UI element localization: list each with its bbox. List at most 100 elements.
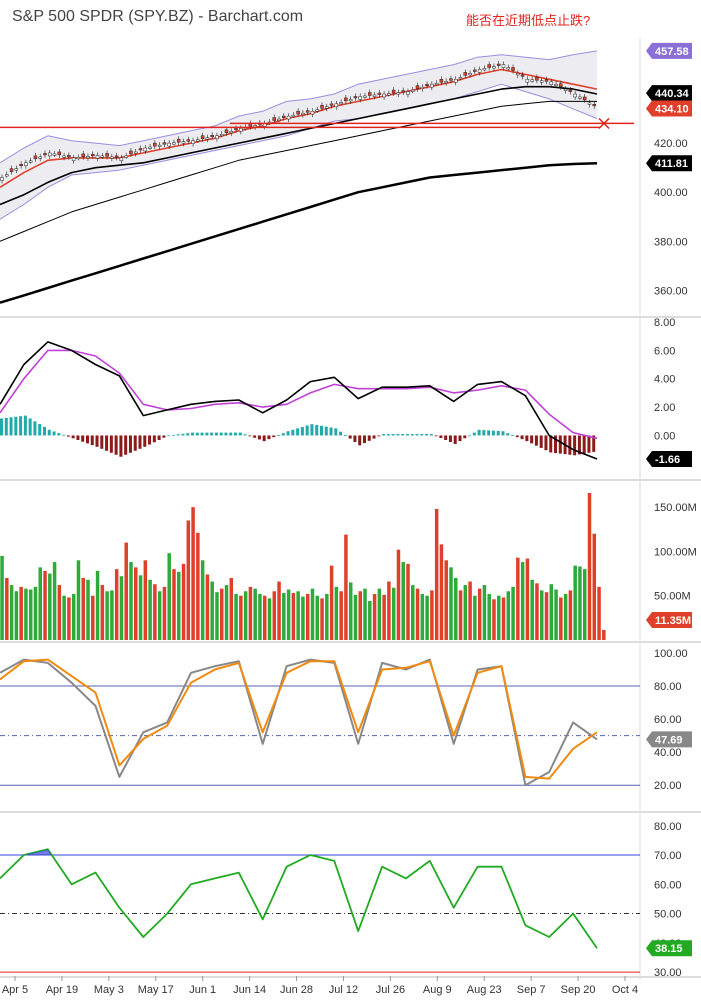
volume-bar — [501, 597, 506, 640]
candle-body — [186, 139, 191, 142]
x-axis-label: May 3 — [94, 984, 124, 996]
stoch-k-line — [0, 658, 598, 787]
volume-bar — [444, 560, 448, 640]
candle-body — [239, 128, 243, 132]
candle-body — [62, 155, 66, 158]
macd-histogram-bar — [362, 435, 366, 444]
candle-body — [114, 155, 119, 158]
volume-bar — [14, 591, 19, 640]
macd-histogram-bar — [577, 435, 581, 455]
candle-body — [133, 151, 138, 154]
volume-bar — [305, 593, 310, 640]
candle-body — [544, 79, 549, 82]
volume-bar — [387, 581, 391, 640]
candle-body — [587, 102, 592, 105]
macd-histogram-bar — [281, 433, 285, 436]
candle-body — [506, 67, 511, 70]
macd-histogram-bar — [81, 435, 85, 442]
volume-bar — [277, 581, 281, 640]
macd-histogram-bar — [587, 435, 591, 453]
candle-body — [124, 155, 128, 158]
volume-bar — [48, 573, 52, 640]
macd-histogram-bar — [439, 435, 443, 439]
macd-histogram-bar — [0, 418, 3, 436]
macd-histogram-bar — [554, 435, 558, 454]
stoch-badge-bg — [646, 731, 692, 748]
candle-body — [549, 81, 553, 85]
macd-histogram-bar — [176, 434, 180, 436]
volume-bar — [196, 532, 200, 640]
macd-histogram-bar — [487, 430, 491, 436]
rsi-axis-tick: 80.00 — [654, 821, 682, 833]
candle-body — [559, 83, 563, 87]
macd-histogram-bar — [367, 435, 371, 441]
macd-histogram-bar — [262, 435, 266, 442]
candle-body — [578, 96, 582, 99]
candle-body — [329, 103, 334, 106]
candle-body — [430, 83, 434, 88]
candle-body — [372, 94, 377, 97]
volume-bar — [597, 586, 601, 640]
volume-bar — [186, 520, 191, 640]
candle-body — [592, 104, 596, 107]
volume-bar — [530, 579, 534, 640]
price-badge: 440.34 — [646, 85, 692, 102]
volume-bar — [573, 565, 577, 640]
volume-bar — [348, 582, 353, 640]
volume-bar — [420, 593, 425, 640]
volume-bar — [535, 583, 539, 640]
volume-bar — [492, 599, 496, 640]
volume-bar — [554, 589, 558, 640]
volume-bar — [329, 565, 334, 640]
candle-body — [210, 135, 214, 138]
candle-body — [511, 67, 515, 71]
candle-body — [344, 97, 348, 102]
candle-body — [334, 103, 339, 108]
macd-histogram-bar — [296, 428, 300, 436]
volume-bar — [153, 584, 157, 640]
macd-histogram-bar — [229, 432, 233, 436]
candle-body — [444, 81, 448, 83]
stoch-axis-tick: 20.00 — [654, 780, 682, 792]
volume-bar — [449, 567, 453, 640]
macd-histogram-bar — [66, 435, 70, 437]
volume-bar — [477, 588, 482, 640]
volume-bar — [215, 592, 219, 640]
annotation-text: 能否在近期低点止跌? — [466, 13, 591, 28]
candle-body — [568, 89, 573, 92]
volume-bar — [344, 534, 348, 640]
volume-bar — [458, 590, 463, 640]
price-badge-bg — [646, 100, 692, 117]
stoch-badge-label: 47.69 — [655, 734, 683, 746]
macd-histogram-bar — [47, 429, 51, 436]
candle-body — [191, 140, 195, 144]
volume-bar — [148, 579, 152, 640]
volume-bar — [544, 592, 549, 640]
volume-bar — [181, 563, 186, 640]
macd-histogram-bar — [85, 435, 89, 444]
candle-body — [19, 163, 23, 166]
candle-body — [138, 148, 143, 151]
candle-body — [406, 91, 410, 95]
macd-histogram-bar — [386, 434, 390, 436]
volume-bar — [239, 595, 243, 640]
macd-histogram-bar — [477, 429, 481, 436]
volume-axis-tick: 50.00M — [654, 591, 691, 603]
macd-histogram-bar — [415, 434, 419, 436]
macd-histogram-bar — [534, 435, 538, 446]
volume-bar — [258, 593, 262, 640]
candle-body — [382, 93, 386, 98]
rsi-axis-tick: 60.00 — [654, 879, 682, 891]
macd-histogram-bar — [148, 435, 152, 445]
volume-bar — [28, 589, 33, 640]
volume-bar — [301, 596, 305, 640]
volume-axis-tick: 100.00M — [654, 546, 697, 558]
macd-histogram-bar — [105, 435, 109, 451]
macd-histogram-bar — [491, 430, 495, 436]
rsi-axis-tick: 70.00 — [654, 850, 682, 862]
volume-bar — [563, 593, 568, 640]
volume-bar — [172, 569, 176, 640]
volume-bar — [138, 575, 143, 640]
macd-histogram-bar — [4, 417, 8, 436]
candle-body — [153, 142, 157, 147]
